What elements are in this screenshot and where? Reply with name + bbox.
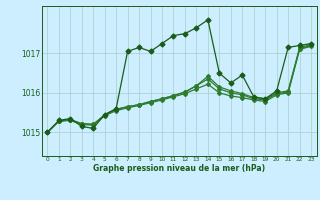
X-axis label: Graphe pression niveau de la mer (hPa): Graphe pression niveau de la mer (hPa) <box>93 164 265 173</box>
